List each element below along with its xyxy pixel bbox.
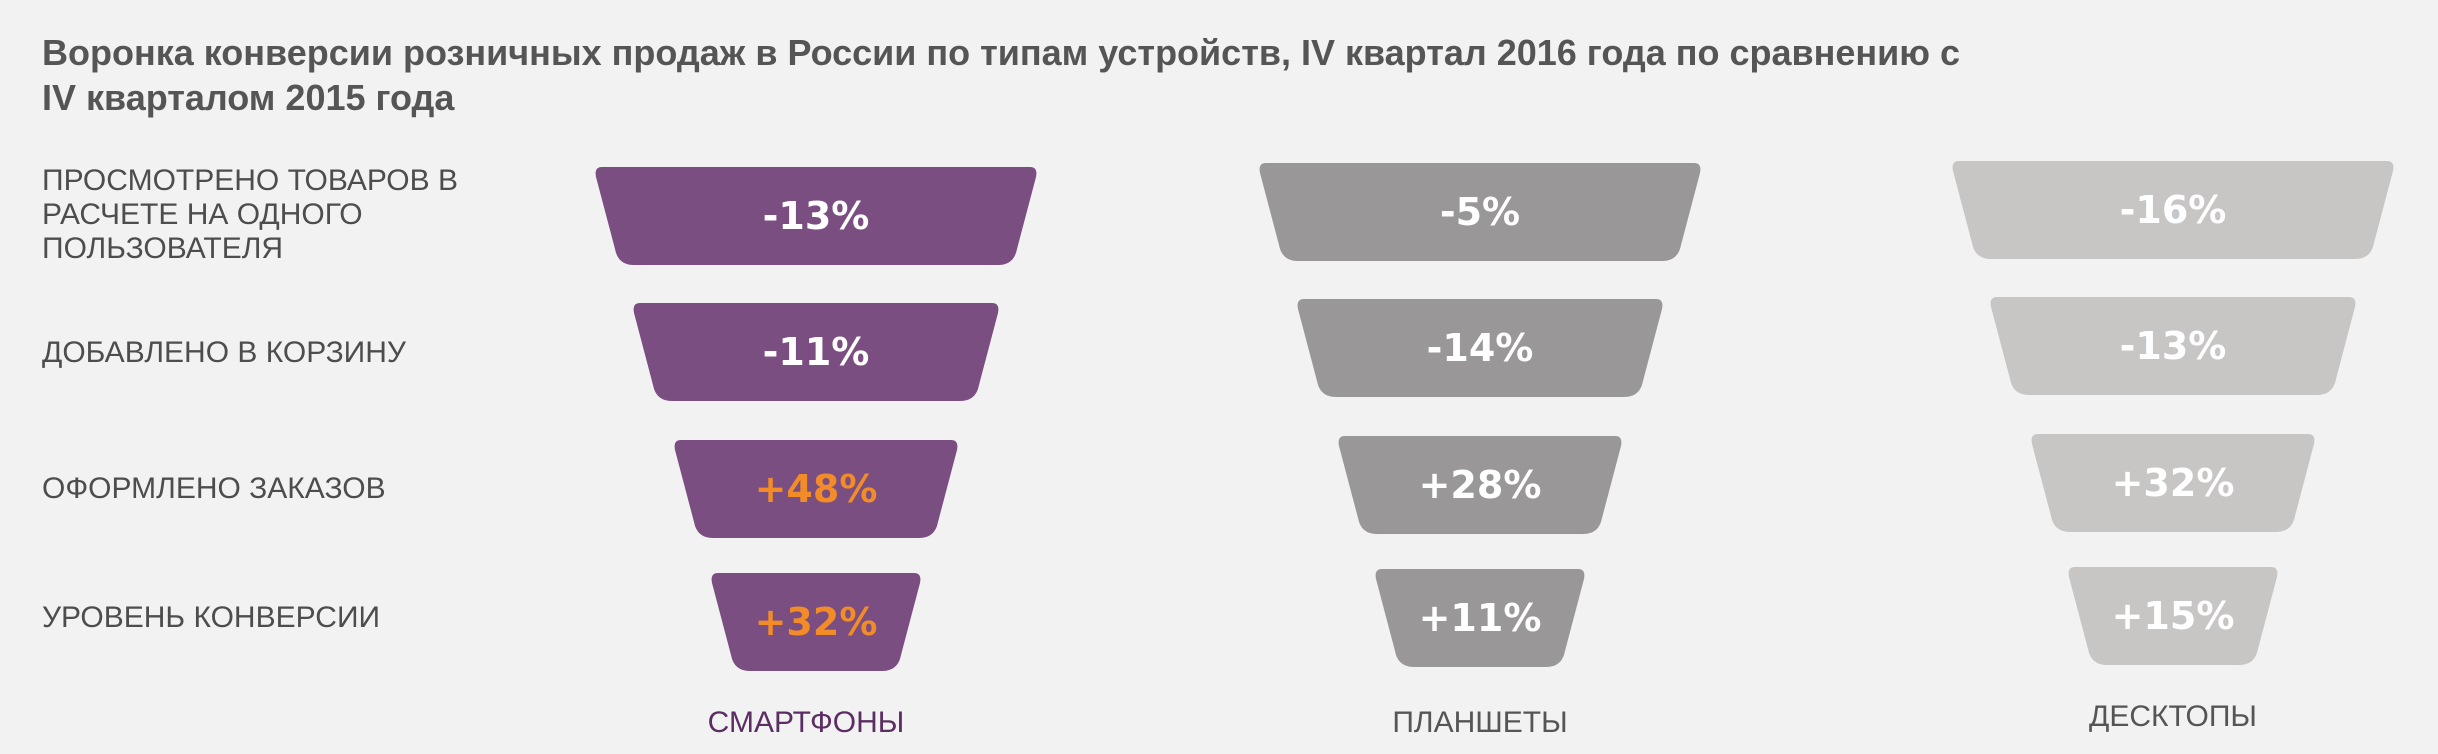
funnel-segment-desktops-4 xyxy=(2068,567,2278,665)
stage-label-conversion: УРОВЕНЬ КОНВЕРСИИ xyxy=(42,601,381,634)
column-label-smartphones: СМАРТФОНЫ xyxy=(708,706,905,739)
funnel-segment-smartphones-4 xyxy=(711,573,921,671)
funnel-value-smartphones-4: +32% xyxy=(755,600,878,644)
column-label-tablets: ПЛАНШЕТЫ xyxy=(1392,706,1567,739)
funnel-value-smartphones-1: -13% xyxy=(763,194,870,238)
funnel-value-desktops-1: -16% xyxy=(2120,188,2227,232)
funnel-segment-smartphones-3 xyxy=(674,440,958,538)
funnel-segment-smartphones-1 xyxy=(595,167,1037,265)
funnel-value-tablets-2: -14% xyxy=(1427,326,1534,370)
funnel-segment-smartphones-2 xyxy=(633,303,999,401)
funnel-segment-tablets-1 xyxy=(1259,163,1701,261)
chart-title: Воронка конверсии розничных продаж в Рос… xyxy=(42,32,1961,118)
funnel-value-smartphones-3: +48% xyxy=(755,467,878,511)
funnel-segment-desktops-1 xyxy=(1952,161,2394,259)
stage-label-views: ПРОСМОТРЕНО ТОВАРОВ В РАСЧЕТЕ НА ОДНОГО … xyxy=(42,164,458,265)
funnel-segment-desktops-3 xyxy=(2031,434,2315,532)
funnel-value-tablets-1: -5% xyxy=(1440,190,1520,234)
column-label-desktops: ДЕСКТОПЫ xyxy=(2089,700,2257,733)
funnel-value-tablets-4: +11% xyxy=(1419,596,1542,640)
stage-label-orders: ОФОРМЛЕНО ЗАКАЗОВ xyxy=(42,472,386,505)
funnel-segment-tablets-3 xyxy=(1338,436,1622,534)
funnel-segment-desktops-2 xyxy=(1990,297,2356,395)
funnel-value-desktops-2: -13% xyxy=(2120,324,2227,368)
funnel-value-smartphones-2: -11% xyxy=(763,330,870,374)
stage-label-cart: ДОБАВЛЕНО В КОРЗИНУ xyxy=(42,336,406,369)
funnel-segment-tablets-4 xyxy=(1375,569,1585,667)
funnel-value-desktops-3: +32% xyxy=(2112,461,2235,505)
funnel-value-desktops-4: +15% xyxy=(2112,594,2235,638)
funnel-value-tablets-3: +28% xyxy=(1419,463,1542,507)
funnel-segment-tablets-2 xyxy=(1297,299,1663,397)
